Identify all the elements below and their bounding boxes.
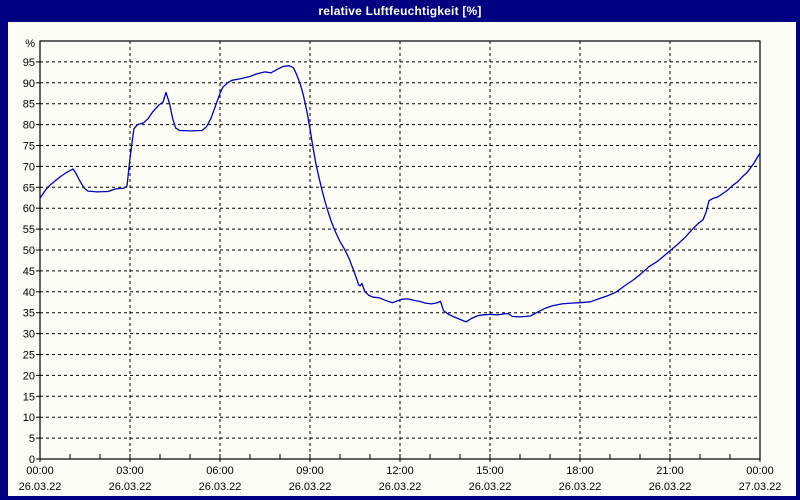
y-tick-label: 30: [23, 329, 35, 341]
x-time-label: 18:00: [566, 465, 594, 477]
x-time-label: 12:00: [386, 465, 414, 477]
x-time-label: 21:00: [656, 465, 684, 477]
y-tick-label: 60: [23, 203, 35, 215]
y-tick-label: 20: [23, 370, 35, 382]
y-tick-label: 45: [23, 266, 35, 278]
x-time-label: 15:00: [476, 465, 504, 477]
x-time-label: 06:00: [206, 465, 234, 477]
y-axis-unit-label: %: [25, 38, 35, 50]
x-date-label: 26.03.22: [649, 481, 692, 493]
x-date-label: 27.03.22: [739, 481, 782, 493]
y-tick-label: 75: [23, 141, 35, 153]
y-tick-label: 70: [23, 161, 35, 173]
y-tick-label: 0: [29, 454, 35, 466]
x-time-label: 09:00: [296, 465, 324, 477]
y-tick-label: 25: [23, 350, 35, 362]
y-tick-label: 85: [23, 99, 35, 111]
y-tick-label: 55: [23, 224, 35, 236]
y-tick-label: 10: [23, 412, 35, 424]
x-date-label: 26.03.22: [379, 481, 422, 493]
y-tick-label: 15: [23, 391, 35, 403]
x-date-label: 26.03.22: [469, 481, 512, 493]
y-tick-label: 65: [23, 182, 35, 194]
y-tick-label: 95: [23, 57, 35, 69]
x-time-label: 00:00: [26, 465, 54, 477]
y-tick-label: 80: [23, 120, 35, 132]
x-time-label: 00:00: [746, 465, 774, 477]
humidity-line: [39, 65, 761, 323]
x-date-label: 26.03.22: [559, 481, 602, 493]
y-tick-label: 90: [23, 78, 35, 90]
chart-title: relative Luftfeuchtigkeit [%]: [318, 4, 482, 18]
x-date-label: 26.03.22: [199, 481, 242, 493]
y-tick-label: 40: [23, 287, 35, 299]
plot-border: [39, 40, 761, 460]
title-bar: relative Luftfeuchtigkeit [%]: [0, 0, 800, 22]
y-tick-label: 50: [23, 245, 35, 257]
x-time-label: 03:00: [116, 465, 144, 477]
y-tick-label: 35: [23, 308, 35, 320]
y-tick-label: 5: [29, 433, 35, 445]
x-date-label: 26.03.22: [19, 481, 62, 493]
x-date-label: 26.03.22: [109, 481, 152, 493]
x-date-label: 26.03.22: [289, 481, 332, 493]
